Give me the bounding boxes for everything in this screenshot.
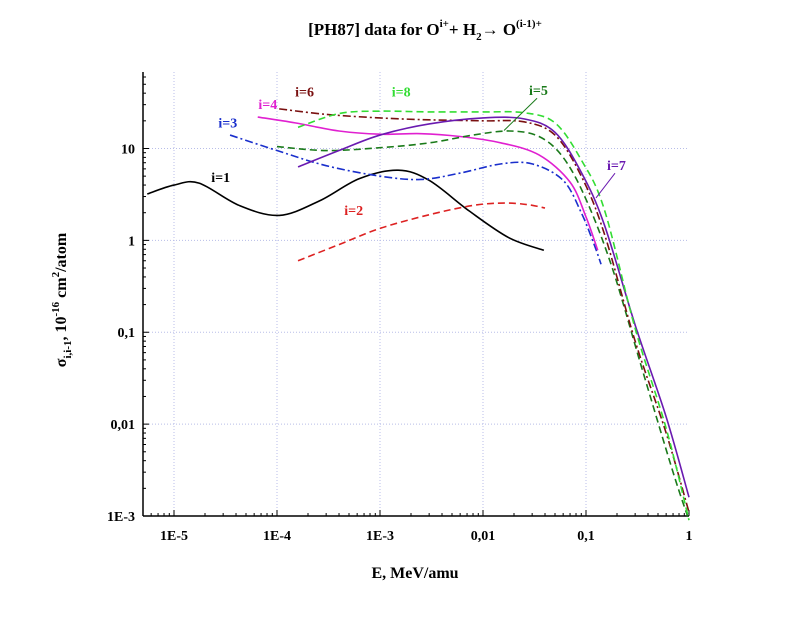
x-tick-label: 0,01	[471, 529, 496, 544]
x-tick-label: 0,1	[577, 529, 595, 544]
curve-label-i6: i=6	[295, 85, 314, 100]
x-tick-label: 1E-4	[263, 529, 291, 544]
y-tick-label: 0,01	[111, 418, 136, 433]
series-group	[147, 108, 690, 521]
series-line-i7	[297, 116, 690, 498]
x-axis-title: E, MeV/amu	[371, 565, 458, 582]
y-tick-label: 1E-3	[107, 510, 135, 525]
y-tick-label: 10	[121, 142, 135, 157]
series-line-i2	[297, 202, 546, 262]
curve-label-i2: i=2	[344, 204, 363, 219]
curve-label-i3: i=3	[218, 116, 237, 131]
x-tick-label: 1	[686, 529, 693, 544]
axes: 1E-5 1E-4 1E-3 0,01 0,1 1 1E-3 0,01 0,1 1 10	[107, 72, 693, 544]
curve-label-i5: i=5	[529, 84, 548, 99]
label-pointer	[595, 172, 616, 199]
x-tick-label: 1E-3	[366, 529, 394, 544]
curve-label-i7: i=7	[607, 159, 626, 174]
series-line-i3	[229, 134, 602, 265]
curve-label-i4: i=4	[258, 98, 277, 113]
series-line-i6	[279, 108, 690, 513]
label-pointer	[503, 97, 538, 131]
series-line-i1	[147, 169, 545, 252]
y-tick-label: 0,1	[118, 326, 136, 341]
series-line-i5	[276, 130, 690, 521]
series-line-i4	[257, 116, 599, 251]
curve-labels: i=1 i=2 i=3 i=4 i=5 i=6 i=7 i=8	[211, 84, 626, 219]
x-tick-label: 1E-5	[160, 529, 188, 544]
grid	[143, 72, 689, 516]
y-axis-title: σi,i-1, 10-16 cm2/atom	[50, 232, 74, 367]
curve-label-i1: i=1	[211, 171, 230, 186]
curve-label-i8: i=8	[392, 85, 411, 100]
y-tick-label: 1	[128, 234, 135, 249]
chart-title: [PH87] data for Oi++ H2→ O(i-1)+	[308, 18, 542, 43]
